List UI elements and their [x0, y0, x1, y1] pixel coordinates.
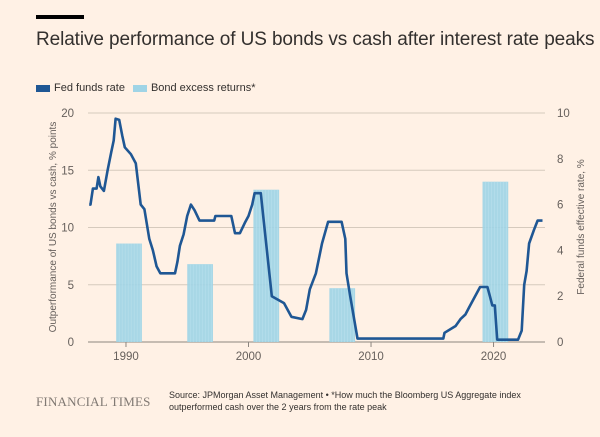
y-axis-left-label: Outperformance of US bonds vs cash, % po… [48, 122, 59, 333]
legend-swatch-fed-funds [36, 84, 50, 92]
x-tick-2020: 2020 [481, 351, 507, 363]
source-note: Source: JPMorgan Asset Management • *How… [169, 389, 549, 413]
bar-1 [187, 264, 213, 342]
y-left-tick-0: 0 [68, 337, 74, 349]
y-left-tick-10: 10 [61, 223, 74, 235]
x-tick-2000: 2000 [236, 351, 262, 363]
y-left-tick-5: 5 [68, 280, 74, 292]
y-left-tick-15: 15 [61, 165, 74, 177]
line-series [89, 117, 543, 341]
y-right-tick-2: 2 [557, 291, 563, 303]
y-axis-left: 0 5 10 15 20 [61, 108, 74, 349]
ft-logo: FINANCIAL TIMES [36, 394, 151, 409]
legend: Fed funds rate Bond excess returns* [36, 82, 264, 94]
y-axis-right-label: Federal funds effective rate, % [576, 159, 587, 295]
bar-2 [253, 189, 280, 342]
legend-swatch-bond-returns [132, 84, 147, 92]
legend-item-bond-returns: Bond excess returns* [132, 82, 256, 94]
y-right-tick-4: 4 [557, 245, 564, 257]
y-right-tick-6: 6 [557, 200, 563, 212]
y-axis-right: 0 2 4 6 8 10 [557, 108, 570, 349]
bar-0 [116, 243, 142, 342]
ft-accent-bar [36, 15, 84, 19]
source-line-2: outperformed cash over the 2 years from … [169, 402, 387, 412]
y-right-tick-8: 8 [557, 154, 563, 166]
legend-label-bond-returns: Bond excess returns* [150, 82, 256, 94]
fed-funds-line [89, 117, 543, 341]
chart-title: Relative performance of US bonds vs cash… [36, 29, 595, 50]
y-right-tick-10: 10 [557, 108, 570, 120]
x-tick-2010: 2010 [358, 351, 384, 363]
y-right-tick-0: 0 [557, 337, 563, 349]
source-line-1: Source: JPMorgan Asset Management • *How… [169, 390, 521, 400]
x-tick-1990: 1990 [113, 351, 139, 363]
y-left-tick-20: 20 [61, 108, 74, 120]
legend-item-fed-funds: Fed funds rate [36, 82, 125, 94]
gridlines [88, 112, 545, 343]
x-axis: 1990 2000 2010 2020 [113, 342, 506, 363]
bars [116, 181, 509, 342]
legend-label-fed-funds: Fed funds rate [54, 82, 125, 94]
